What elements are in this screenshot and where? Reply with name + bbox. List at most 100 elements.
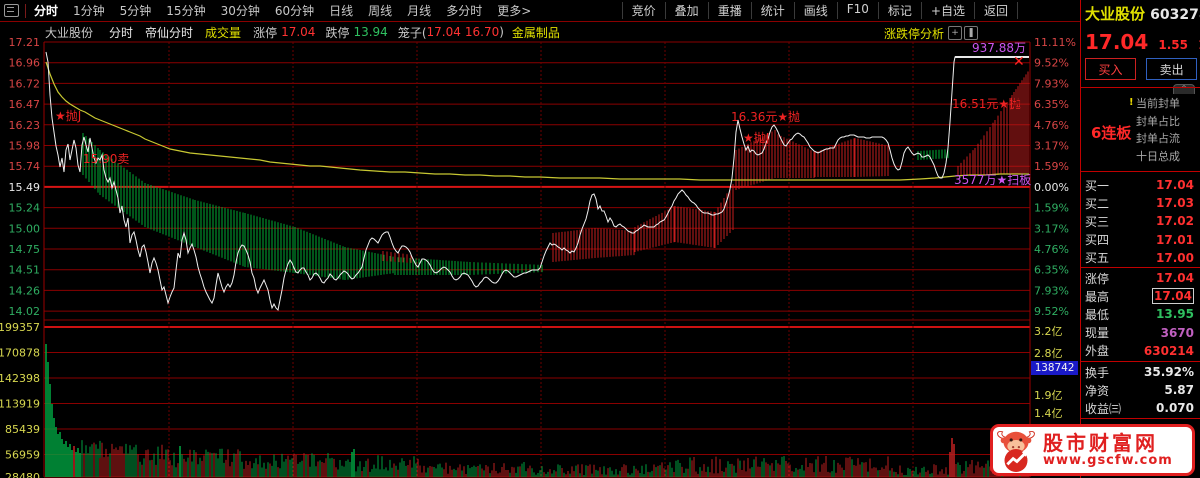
svg-text:14.02: 14.02 bbox=[9, 305, 41, 318]
toolbar-item-8[interactable]: 返回 bbox=[973, 2, 1018, 19]
menu-item-3[interactable]: 15分钟 bbox=[166, 4, 206, 18]
svg-text:15.00: 15.00 bbox=[9, 222, 41, 235]
svg-text:170878: 170878 bbox=[0, 347, 40, 360]
stat-a-label: 现量 bbox=[1085, 326, 1110, 341]
bid-row-2: 买三 17.02 bbox=[1081, 212, 1200, 230]
svg-text:3.17%: 3.17% bbox=[1034, 222, 1069, 235]
svg-text:16.72: 16.72 bbox=[9, 77, 41, 90]
seal-info-row-1: 封单占比 bbox=[1136, 114, 1180, 128]
menu-item-9[interactable]: 多分时 bbox=[446, 4, 483, 18]
panel-title: 大业股份 603278 bbox=[1085, 3, 1200, 24]
collapse-chevron-icon[interactable]: ^ bbox=[1173, 84, 1195, 94]
stat-b-value: 35.92% bbox=[1144, 365, 1194, 380]
header-indicator[interactable]: 帝仙分时 bbox=[145, 25, 194, 40]
menu-item-6[interactable]: 日线 bbox=[329, 4, 354, 18]
stat-b-value: 5.87 bbox=[1164, 383, 1194, 398]
cage-low: 16.70 bbox=[464, 25, 500, 39]
toolbar-item-1[interactable]: 叠加 bbox=[664, 2, 708, 19]
stat-b-label: 换手 bbox=[1085, 365, 1110, 380]
svg-text:15.98: 15.98 bbox=[9, 140, 41, 153]
svg-text:6.35%: 6.35% bbox=[1034, 98, 1069, 111]
toolbar-item-5[interactable]: F10 bbox=[836, 2, 878, 19]
stat-a-value: 17.04 bbox=[1152, 288, 1194, 305]
stat-a-row-1: 最高 17.04 bbox=[1081, 287, 1200, 305]
svg-text:1.59%: 1.59% bbox=[1034, 202, 1069, 215]
bid-row-0: 买一 17.04 bbox=[1081, 176, 1200, 194]
menu-item-4[interactable]: 30分钟 bbox=[220, 4, 260, 18]
add-icon[interactable]: + bbox=[948, 26, 962, 40]
toolbar-item-2[interactable]: 重播 bbox=[707, 2, 751, 19]
stat-a-row-4: 外盘 630214 bbox=[1081, 342, 1200, 360]
svg-text:113919: 113919 bbox=[0, 398, 40, 411]
toolbar-menu: 竞价 叠加 重播 统计 画线 F10 标记 +自选 返回 bbox=[621, 2, 1080, 19]
svg-text:2.8亿: 2.8亿 bbox=[1034, 347, 1063, 360]
stat-b-row-2: 收益㈢ 0.070 bbox=[1081, 399, 1200, 417]
header-stock-name: 大业股份 bbox=[45, 25, 94, 40]
svg-text:142398: 142398 bbox=[0, 372, 40, 385]
logo-title: 股市财富网 bbox=[1043, 430, 1158, 455]
bull-icon bbox=[997, 430, 1035, 473]
bid-label: 买一 bbox=[1085, 178, 1110, 193]
stat-a-label: 最高 bbox=[1085, 289, 1110, 304]
stat-a-label: 涨停 bbox=[1085, 271, 1110, 286]
toolbar-item-3[interactable]: 统计 bbox=[750, 2, 794, 19]
svg-text:1.9亿: 1.9亿 bbox=[1034, 389, 1063, 402]
bid-row-4: 买五 17.00 bbox=[1081, 249, 1200, 267]
bid-label: 买二 bbox=[1085, 196, 1110, 211]
site-logo: 股市财富网 www.gscfw.com bbox=[990, 424, 1195, 476]
svg-text:15.24: 15.24 bbox=[9, 202, 41, 215]
divider bbox=[1081, 361, 1200, 362]
bid-value: 17.01 bbox=[1156, 232, 1194, 247]
svg-text:199357: 199357 bbox=[0, 321, 40, 334]
divider bbox=[25, 3, 26, 18]
cage-label: 笼子( bbox=[397, 25, 427, 40]
svg-text:3.2亿: 3.2亿 bbox=[1034, 325, 1063, 338]
current-volume-badge: 138742 bbox=[1031, 361, 1078, 375]
header-period[interactable]: 分时 bbox=[109, 25, 134, 40]
stat-a-row-2: 最低 13.95 bbox=[1081, 305, 1200, 323]
last-price: 17.04 bbox=[1085, 30, 1149, 54]
stat-a-row-0: 涨停 17.04 bbox=[1081, 269, 1200, 287]
toolbar-item-6[interactable]: 标记 bbox=[877, 2, 921, 19]
svg-text:7.93%: 7.93% bbox=[1034, 284, 1069, 297]
limit-down-value: 13.94 bbox=[353, 25, 388, 39]
svg-text:16.47: 16.47 bbox=[9, 98, 41, 111]
industry-label[interactable]: 金属制品 bbox=[511, 25, 560, 40]
menu-item-8[interactable]: 月线 bbox=[407, 4, 432, 18]
buy-button[interactable]: 买入 bbox=[1085, 58, 1136, 80]
stat-b-row-0: 换手 35.92% bbox=[1081, 363, 1200, 381]
window-icon[interactable] bbox=[4, 4, 19, 17]
sell-button[interactable]: 卖出 bbox=[1146, 58, 1198, 80]
svg-text:14.51: 14.51 bbox=[9, 264, 41, 277]
toolbar-item-4[interactable]: 画线 bbox=[793, 2, 837, 19]
svg-text:15.74: 15.74 bbox=[9, 160, 41, 173]
stat-a-label: 外盘 bbox=[1085, 344, 1110, 359]
limit-down-label: 跌停 bbox=[325, 25, 350, 40]
page-icon[interactable]: ❚ bbox=[964, 26, 978, 40]
chart-header: 大业股份 分时 帝仙分时 成交量 涨停 17.04 跌停 13.94 笼子( 1… bbox=[0, 23, 1080, 41]
stat-list-a: 涨停 17.04 最高 17.04 最低 13.95 现量 3670 外盘 630214 bbox=[1081, 269, 1200, 360]
menu-item-2[interactable]: 5分钟 bbox=[119, 4, 152, 18]
menu-item-7[interactable]: 周线 bbox=[368, 4, 393, 18]
stat-a-row-3: 现量 3670 bbox=[1081, 324, 1200, 342]
toolbar-item-7[interactable]: +自选 bbox=[920, 2, 974, 19]
menu-item-10[interactable]: 更多> bbox=[497, 4, 532, 18]
svg-text:14.75: 14.75 bbox=[9, 243, 41, 256]
svg-text:16.96: 16.96 bbox=[9, 57, 41, 70]
streak-badge: 6连板 bbox=[1091, 124, 1132, 142]
toolbar-item-0[interactable]: 竞价 bbox=[621, 2, 665, 19]
stat-a-value: 3670 bbox=[1160, 325, 1194, 340]
limit-analysis-tab[interactable]: 涨跌停分析 bbox=[884, 27, 945, 41]
top-menu-bar: 分时 1分钟 5分钟 15分钟 30分钟 60分钟 日线 周线 月线 多分时 更多> 竞价 叠加 重播统… bbox=[0, 0, 1080, 22]
bid-value: 17.03 bbox=[1156, 196, 1194, 211]
bid-list: 买一 17.04 买二 17.03 买三 17.02 买四 17.01 买五 17.00 bbox=[1081, 176, 1200, 267]
menu-item-1[interactable]: 1分钟 bbox=[73, 4, 105, 18]
menu-item-0[interactable]: 分时 bbox=[34, 4, 59, 18]
svg-text:1.59%: 1.59% bbox=[1034, 160, 1069, 173]
menu-item-5[interactable]: 60分钟 bbox=[274, 4, 315, 18]
chart-plot-area[interactable] bbox=[44, 42, 1030, 478]
svg-text:3.17%: 3.17% bbox=[1034, 140, 1069, 153]
stat-a-value: 630214 bbox=[1143, 343, 1194, 358]
header-volume-label[interactable]: 成交量 bbox=[205, 25, 242, 40]
panel-stock-name: 大业股份 bbox=[1085, 5, 1146, 23]
